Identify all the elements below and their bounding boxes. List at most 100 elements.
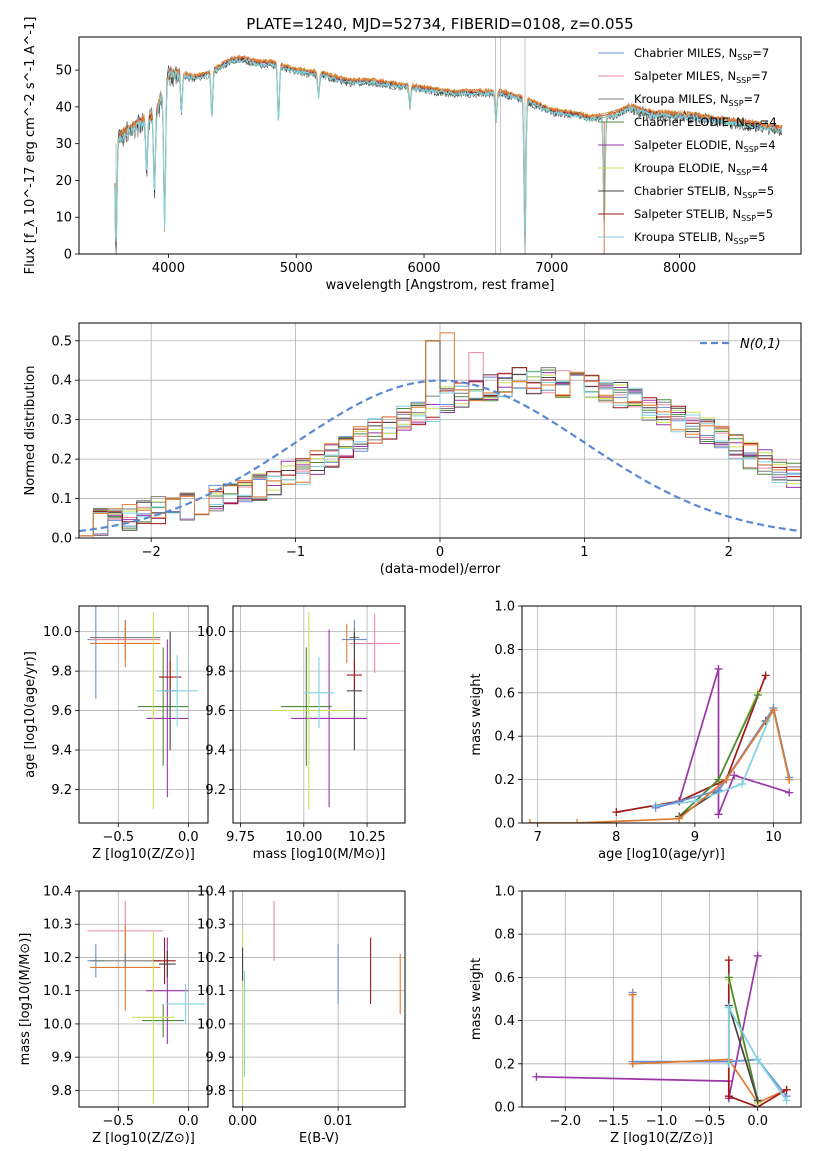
- error-bars: [87, 900, 206, 1104]
- y-tick-label: 1.0: [494, 885, 515, 900]
- y-axis-label: mass weight: [469, 673, 484, 755]
- y-axis-label: age [log10(age/yr)]: [23, 651, 38, 778]
- x-tick-label: 6000: [407, 261, 440, 276]
- histogram-kroupa_elodie: [79, 373, 801, 537]
- errorbar-salpeter_elodie: [291, 629, 368, 808]
- errorbar-salpeter_miles: [349, 613, 400, 674]
- data-point: [724, 956, 733, 965]
- error-bars: [242, 900, 401, 1104]
- legend-label: Kroupa ELODIE, NSSP=4: [634, 161, 768, 177]
- x-tick-label: 5000: [280, 261, 313, 276]
- data-point: [612, 808, 621, 817]
- axes-frame: [78, 36, 802, 255]
- x-tick-label: 8000: [663, 261, 696, 276]
- series-line: [727, 1005, 759, 1101]
- y-tick-label: 10.3: [197, 918, 226, 933]
- x-tick-label: 7000: [535, 261, 568, 276]
- x-tick-label: −1: [286, 545, 305, 560]
- legend-label: Salpeter STELIB, NSSP=5: [634, 207, 773, 223]
- data-point: [769, 706, 778, 715]
- x-tick-label: 4000: [152, 261, 185, 276]
- y-tick-label: 10.4: [197, 885, 226, 900]
- errorbar-chabrier_stelib: [158, 950, 176, 978]
- x-tick-label: −2.0: [550, 1114, 582, 1129]
- y-tick-label: 10.1: [43, 984, 72, 999]
- mass-vs-ebv-panel: 0.00 0.01 9.8 9.9 10.0 10.1 10.2 10.3 10.4 E(B-V): [197, 885, 406, 1146]
- y-tick-label: 10.2: [43, 951, 72, 966]
- histogram-salpeter_elodie: [79, 372, 801, 537]
- errorbar-salpeter_stelib: [158, 661, 182, 693]
- y-tick-label: 0.8: [494, 643, 515, 658]
- mass-weight-vs-metallicity-panel: −2.0 −1.5 −1.0 −0.5 0.0 0.0 0.2 0.4 0.6 0.8 1.0 Z […: [469, 885, 802, 1146]
- y-tick-label: 0.6: [494, 686, 515, 701]
- y-tick-label: 50: [55, 64, 72, 79]
- x-tick-label: 0.0: [178, 1114, 199, 1129]
- y-tick-label: 0.5: [51, 334, 72, 349]
- x-axis-label: Z [log10(Z/Z⊙)]: [92, 1131, 195, 1146]
- x-tick-label: −0.5: [694, 1114, 726, 1129]
- data-point: [724, 1092, 733, 1101]
- residual-legend: N(0,1): [700, 337, 781, 352]
- legend-label: Chabrier STELIB, NSSP=5: [634, 184, 774, 200]
- histogram-chabrier_stelib: [79, 340, 801, 537]
- y-tick-label: 0.3: [51, 413, 72, 428]
- errorbar-salpeter_elodie: [146, 639, 189, 798]
- y-tick-label: 10.0: [197, 1017, 226, 1032]
- x-tick-label: 0.0: [747, 1114, 768, 1129]
- errorbar-chabrier_elodie: [142, 1003, 185, 1038]
- y-tick-label: 9.6: [51, 704, 72, 719]
- y-tick-label: 10: [55, 211, 72, 226]
- series-chabrier_elodie: [724, 973, 762, 1105]
- series-line: [678, 668, 790, 815]
- mass-vs-metallicity-panel: −0.5 0.0 9.8 9.9 10.0 10.1 10.2 10.3 10.4 Z [log1…: [18, 885, 209, 1146]
- data-point: [573, 819, 582, 823]
- x-tick-label: 0.00: [228, 1114, 257, 1129]
- series-line: [727, 977, 759, 1101]
- series-kroupa_stelib: [651, 703, 794, 810]
- gaussian-curve: [79, 379, 801, 533]
- series-kroupa_stelib: [724, 1003, 791, 1105]
- y-tick-label: 10.0: [43, 1017, 72, 1032]
- error-bars: [270, 611, 400, 810]
- series-orange: [525, 706, 794, 823]
- x-axis-label: E(B-V): [299, 1131, 339, 1146]
- x-tick-label: 7: [534, 830, 542, 845]
- legend-label: Chabrier ELODIE, NSSP=4: [634, 115, 777, 131]
- y-tick-label: 9.8: [205, 665, 226, 680]
- legend-label: Kroupa STELIB, NSSP=5: [634, 230, 765, 246]
- x-axis-label: Z [log10(Z/Z⊙)]: [610, 1131, 713, 1146]
- x-tick-label: 8: [612, 830, 620, 845]
- errorbar-kroupa_stelib: [156, 655, 199, 727]
- data-point: [785, 788, 794, 797]
- y-tick-label: 0.0: [51, 532, 72, 547]
- series-chabrier_miles: [651, 703, 794, 812]
- x-tick-label: 0.0: [178, 830, 199, 845]
- data-point: [714, 775, 723, 784]
- y-tick-label: 0.4: [494, 730, 515, 745]
- y-tick-label: 9.2: [51, 783, 72, 798]
- histogram-orange: [79, 332, 801, 537]
- axes-frame: [232, 890, 406, 1108]
- histogram-kroupa_stelib: [79, 371, 801, 537]
- weight-series: [525, 664, 794, 823]
- errorbar-salpeter_stelib: [346, 659, 362, 691]
- series-salpeter_elodie: [532, 951, 762, 1103]
- y-tick-label: 0.6: [494, 971, 515, 986]
- legend-label: Chabrier MILES, NSSP=7: [634, 46, 769, 62]
- y-tick-label: 0.2: [494, 773, 515, 788]
- x-tick-label: 10.00: [285, 830, 322, 845]
- series-line: [727, 1004, 788, 1101]
- legend-label: N(0,1): [740, 337, 781, 352]
- histograms: [79, 332, 801, 537]
- x-axis-label: mass [log10(M/M⊙)]: [253, 847, 386, 862]
- data-point: [690, 797, 699, 806]
- y-tick-label: 0.4: [51, 374, 72, 389]
- y-tick-label: 10.2: [197, 951, 226, 966]
- y-tick-label: 0.1: [51, 492, 72, 507]
- y-tick-label: 1.0: [494, 600, 515, 615]
- errorbar-orange: [90, 619, 161, 668]
- data-point: [753, 1055, 762, 1064]
- y-tick-label: 9.8: [51, 665, 72, 680]
- x-tick-label: 2: [725, 545, 733, 560]
- data-point: [628, 1059, 637, 1068]
